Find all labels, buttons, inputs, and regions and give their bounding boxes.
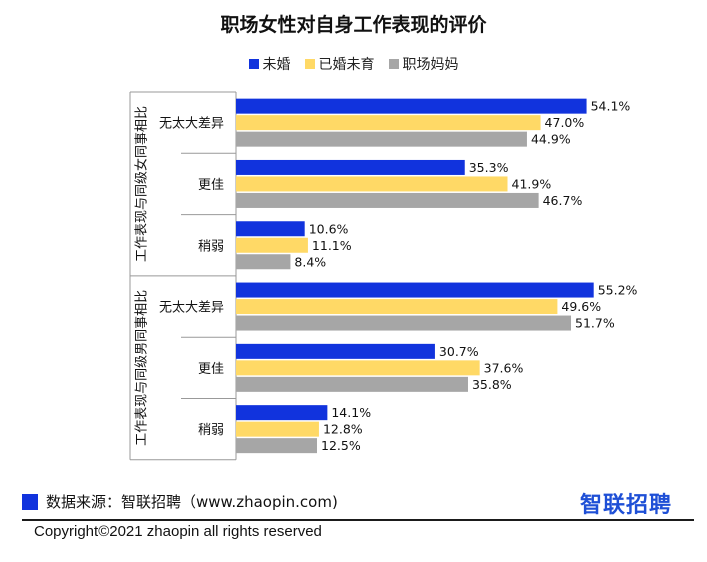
footer-divider [22,519,694,521]
data-label-unmarried: 55.2% [598,283,638,298]
bar-working-mom [236,438,317,454]
bar-unmarried [236,98,587,114]
data-label-married-no-child: 12.8% [323,422,363,437]
brand-logo: 智联招聘 [580,493,673,518]
legend-item-unmarried: 未婚 [248,54,291,74]
bar-married-no-child [236,360,480,376]
bar-unmarried [236,221,305,237]
data-label-unmarried: 14.1% [331,405,371,420]
bar-unmarried [236,282,594,298]
data-label-working-mom: 12.5% [321,438,361,453]
chart-title: 职场女性对自身工作表现的评价 [220,14,487,36]
bar-chart: 工作表现与同级女同事相比 无太大差异54.1%47.0%44.9%更佳35.3%4… [129,91,638,461]
category-label: 更佳 [198,178,224,193]
bar-married-no-child [236,237,308,253]
data-label-unmarried: 35.3% [469,160,509,175]
data-label-working-mom: 35.8% [472,377,512,392]
data-label-unmarried: 30.7% [439,344,479,359]
category-label: 稍弱 [198,239,224,254]
data-label-working-mom: 8.4% [294,254,326,269]
bar-working-mom [236,131,527,147]
group-label: 工作表现与同级女同事相比 [134,106,150,262]
bar-unmarried [236,343,435,359]
legend-item-working-mom: 职场妈妈 [388,54,459,74]
legend: 未婚 已婚未育 职场妈妈 [0,54,707,74]
data-label-married-no-child: 47.0% [545,115,585,130]
legend-swatch-married-no-child [304,59,315,69]
source-text: 数据来源：智联招聘（www.zhaopin.com) [46,493,338,511]
bar-working-mom [236,254,291,270]
bar-working-mom [236,315,572,331]
group-label: 工作表现与同级男同事相比 [135,290,150,446]
legend-label-working-mom: 职场妈妈 [402,57,459,73]
legend-label-married-no-child: 已婚未育 [318,57,375,73]
data-label-unmarried: 10.6% [309,221,349,236]
bar-working-mom [236,376,468,392]
legend-item-married-no-child: 已婚未育 [304,54,375,74]
data-label-working-mom: 51.7% [575,316,615,331]
data-label-unmarried: 54.1% [591,99,631,114]
bar-married-no-child [236,176,508,192]
category-label: 无太大差异 [159,117,224,132]
data-label-married-no-child: 49.6% [561,299,601,314]
data-label-married-no-child: 37.6% [484,360,524,375]
data-label-married-no-child: 41.9% [512,176,552,191]
source-marker [22,493,38,510]
bar-married-no-child [236,115,541,131]
copyright-text: Copyright©2021 zhaopin all rights reserv… [34,523,322,540]
category-label: 更佳 [198,362,224,377]
bar-unmarried [236,405,328,421]
data-label-working-mom: 44.9% [531,132,571,147]
category-label: 无太大差异 [159,301,224,316]
category-label: 稍弱 [198,423,224,438]
data-source: 数据来源：智联招聘（www.zhaopin.com) [22,491,338,512]
bar-working-mom [236,192,539,208]
legend-swatch-working-mom [388,59,399,69]
bar-unmarried [236,159,465,175]
bar-married-no-child [236,421,319,437]
legend-label-unmarried: 未婚 [262,57,291,73]
legend-swatch-unmarried [248,59,259,69]
bar-married-no-child [236,299,558,315]
data-label-married-no-child: 11.1% [312,238,352,253]
data-label-working-mom: 46.7% [543,193,583,208]
